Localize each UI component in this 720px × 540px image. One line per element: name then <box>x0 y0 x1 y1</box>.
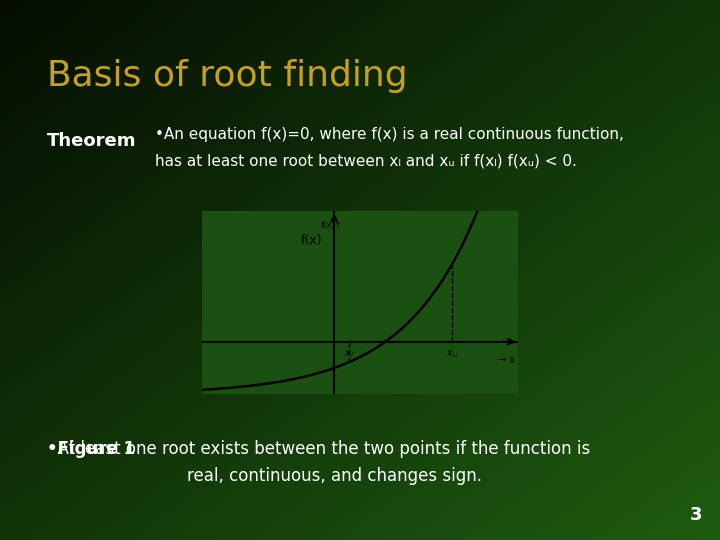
Text: Theorem: Theorem <box>47 132 136 150</box>
Text: •An equation f(x)=0, where f(x) is a real continuous function,: •An equation f(x)=0, where f(x) is a rea… <box>155 127 624 142</box>
Text: f(x): f(x) <box>301 234 323 247</box>
Text: At least one root exists between the two points if the function is: At least one root exists between the two… <box>47 440 590 458</box>
Text: → x: → x <box>498 355 515 365</box>
Text: $x_u$: $x_u$ <box>446 348 458 360</box>
Text: $x_l$: $x_l$ <box>344 348 354 360</box>
Text: Basis of root finding: Basis of root finding <box>47 59 408 93</box>
Text: •Figure 1: •Figure 1 <box>47 440 135 458</box>
Text: real, continuous, and changes sign.: real, continuous, and changes sign. <box>187 467 482 485</box>
Text: has at least one root between xₗ and xᵤ if f(xₗ) f(xᵤ) < 0.: has at least one root between xₗ and xᵤ … <box>155 154 577 169</box>
Text: f(x)↑: f(x)↑ <box>321 221 343 230</box>
Text: 3: 3 <box>690 506 702 524</box>
